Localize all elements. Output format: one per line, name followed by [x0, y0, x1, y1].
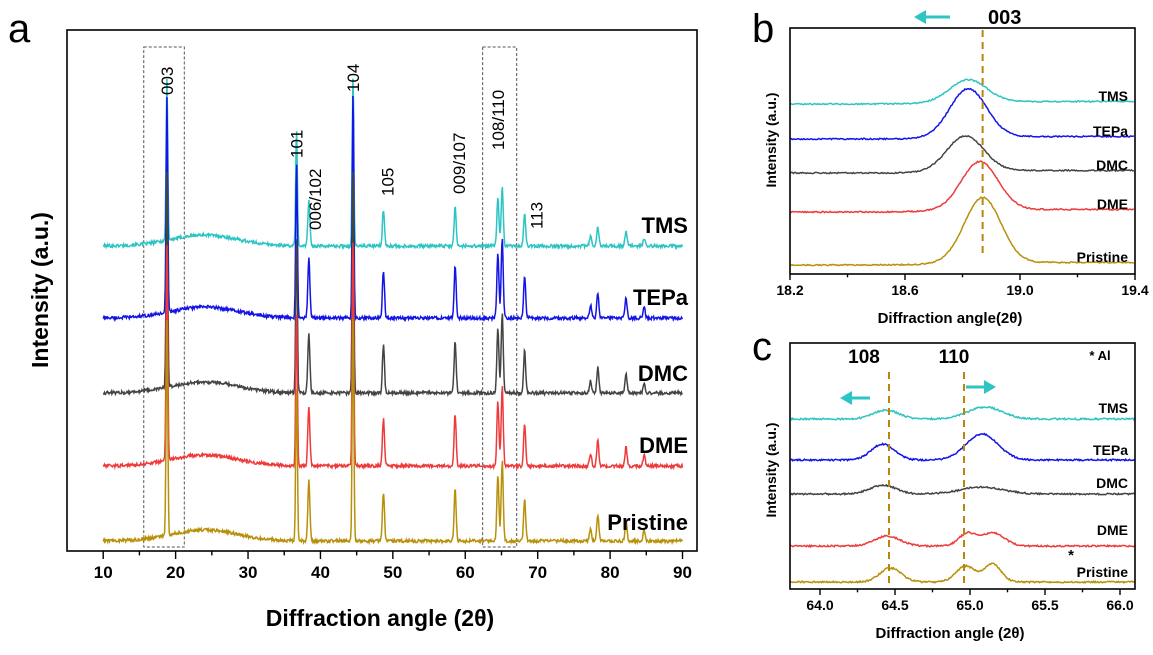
panel-a-x-tick-label: 50 [383, 563, 402, 582]
panel-a-peak-label-003: 003 [158, 67, 177, 95]
panel-c-series-tms [789, 405, 1136, 422]
panel-b-series-tepa [789, 87, 1135, 141]
panel-c-x-tick-label: 65.0 [956, 597, 983, 613]
panel-a-series-tms [102, 78, 684, 251]
panel-b: b TMS TEPa DMC DME Pristine 18.2 18.6 19.0 19.4… [752, 7, 1149, 327]
panel-a-series-tepa [102, 95, 684, 323]
panel-c-plot-frame [789, 342, 1136, 590]
panel-c-series-label-dme: DME [1097, 522, 1128, 538]
panel-a-highlight-box-1 [143, 46, 185, 548]
panel-c-x-tick-label: 65.5 [1031, 597, 1058, 613]
panel-a-x-tick-label: 20 [166, 563, 185, 582]
panel-a-highlight-box-2 [482, 46, 518, 548]
panel-a-series-label-pristine: Pristine [607, 510, 688, 535]
panel-b-y-axis-title: Intensity (a.u.) [763, 93, 779, 188]
panel-b-series-label-dme: DME [1097, 196, 1128, 212]
panel-a-peak-label-009-107: 009/107 [450, 133, 469, 194]
panel-a-plot-frame [66, 29, 698, 552]
panel-a-peak-label-105: 105 [378, 168, 397, 196]
panel-c-al-marker: * [1068, 547, 1074, 564]
panel-b-x-tick-label: 18.6 [891, 282, 918, 298]
panel-c-series-label-dmc: DMC [1096, 475, 1128, 491]
panel-c-series-dmc [789, 483, 1135, 496]
panel-letter-c: c [752, 325, 772, 369]
panel-a-x-tick-label: 90 [673, 563, 692, 582]
panel-a-peak-label-104: 104 [344, 64, 363, 92]
panel-a-peak-label-108-110: 108/110 [489, 90, 508, 150]
panel-c-x-tick-label: 64.5 [881, 597, 908, 613]
panel-c-legend-note: * Al [1089, 348, 1110, 363]
panel-b-series-label-dmc: DMC [1096, 157, 1128, 173]
panel-c-series-dme [789, 531, 1136, 549]
panel-a-peak-label-101: 101 [288, 130, 307, 158]
panel-b-series-pristine [789, 196, 1134, 267]
panel-c-annotation-110: 110 [939, 347, 970, 368]
panel-a-series-label-dme: DME [639, 433, 688, 458]
panel-a-y-axis-title: Intensity (a.u.) [27, 212, 53, 368]
panel-c-annotation-108: 108 [848, 347, 880, 368]
panel-a-series-dmc [102, 171, 683, 398]
panel-b-x-tick-label: 18.2 [776, 282, 803, 298]
panel-c-left-arrow [840, 391, 870, 405]
panel-c-x-axis-title: Diffraction angle (2θ) [876, 625, 1025, 642]
panel-c-right-arrow [966, 380, 996, 394]
panel-c-series-label-tms: TMS [1098, 400, 1128, 416]
panel-b-series-label-pristine: Pristine [1077, 249, 1129, 265]
panel-c-y-axis-title: Intensity (a.u.) [763, 423, 779, 518]
panel-b-series-label-tepa: TEPa [1093, 123, 1128, 139]
panel-b-x-axis-title: Diffraction angle(2θ) [878, 310, 1023, 327]
panel-letter-b: b [752, 7, 774, 51]
panel-b-series-tms [789, 78, 1135, 106]
panel-a-x-tick-label: 70 [528, 563, 547, 582]
panel-a-series-label-dmc: DMC [638, 361, 688, 386]
panel-b-series-dmc [789, 134, 1134, 175]
panel-a-series-label-tms: TMS [642, 213, 688, 238]
panel-b-series-dme [789, 160, 1134, 214]
panel-a-x-tick-label: 10 [94, 563, 113, 582]
panel-a-x-tick-label: 80 [601, 563, 620, 582]
panel-b-shift-arrow [914, 10, 950, 24]
panel-b-x-tick-label: 19.0 [1006, 282, 1033, 298]
panel-a-x-tick-label: 60 [456, 563, 475, 582]
panel-b-plot-frame [789, 27, 1136, 275]
panel-b-series-label-tms: TMS [1098, 88, 1128, 104]
panel-a-x-tick-label: 40 [311, 563, 330, 582]
panel-a: a 003 101 006/102 104 105 009/107 108/110 113 T… [8, 7, 698, 631]
panel-c-series-label-tepa: TEPa [1093, 442, 1128, 458]
panel-letter-a: a [8, 7, 31, 51]
panel-c: c TMS TEPa DMC DME Pristine 64.0 64.5 65.0 65.5… [752, 325, 1136, 642]
panel-c-series-pristine [789, 562, 1135, 585]
panel-a-series-label-tepa: TEPa [633, 285, 689, 310]
panel-a-peak-label-113: 113 [528, 202, 547, 229]
panel-c-x-tick-label: 66.0 [1106, 597, 1133, 613]
panel-c-series-tepa [789, 432, 1136, 462]
panel-a-peak-label-006-102: 006/102 [306, 169, 325, 230]
panel-a-series-dme [102, 242, 684, 471]
panel-b-x-tick-label: 19.4 [1121, 282, 1148, 298]
panel-a-series-pristine [102, 318, 684, 546]
panel-c-series-label-pristine: Pristine [1077, 564, 1129, 580]
panel-a-x-tick-label: 30 [239, 563, 258, 582]
panel-b-peak-annotation: 003 [988, 7, 1021, 29]
panel-c-x-tick-label: 64.0 [806, 597, 833, 613]
panel-a-x-axis-title: Diffraction angle (2θ) [266, 605, 494, 631]
